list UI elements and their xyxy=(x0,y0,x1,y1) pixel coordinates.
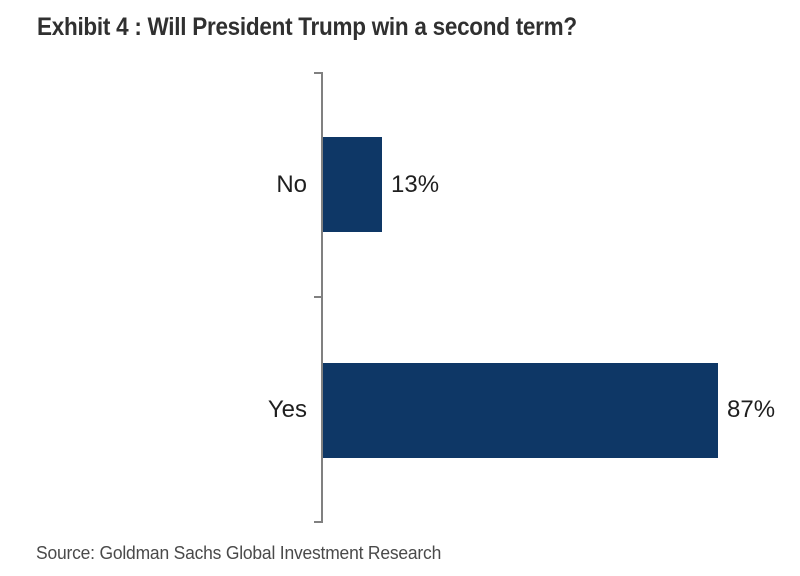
bar-no xyxy=(323,137,382,233)
chart-title: Exhibit 4 : Will President Trump win a s… xyxy=(37,13,577,41)
category-label: No xyxy=(276,170,307,198)
value-label: 87% xyxy=(727,396,776,424)
chart-row-yes: Yes 87% xyxy=(0,298,800,524)
chart-rows: No 13% Yes 87% xyxy=(0,72,800,523)
axis-tick-top xyxy=(314,72,322,74)
chart-row-no: No 13% xyxy=(0,72,800,298)
source-attribution: Source: Goldman Sachs Global Investment … xyxy=(36,543,442,563)
y-axis-line xyxy=(321,72,323,523)
axis-tick-bottom xyxy=(314,521,322,523)
bar-yes xyxy=(323,362,718,458)
axis-tick-middle xyxy=(314,296,322,298)
value-label: 13% xyxy=(391,170,440,198)
category-label: Yes xyxy=(267,396,307,424)
